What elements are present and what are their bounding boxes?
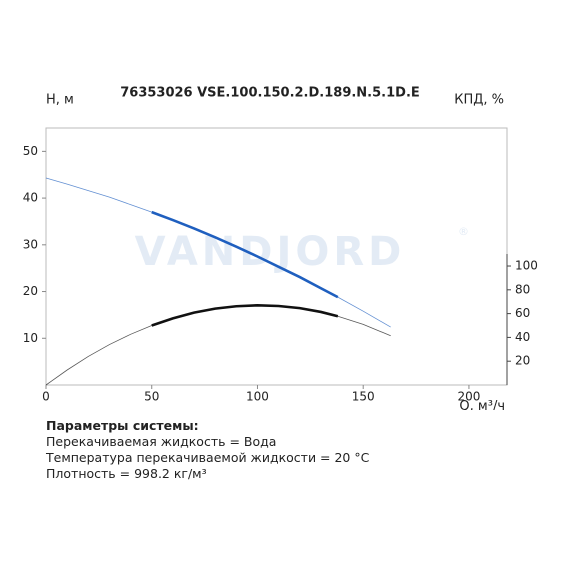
parameter-line: Плотность = 998.2 кг/м³ bbox=[46, 466, 207, 481]
x-tick-label: 50 bbox=[144, 390, 159, 404]
parameter-line: Температура перекачиваемой жидкости = 20… bbox=[46, 450, 370, 465]
parameter-line: Перекачиваемая жидкость = Вода bbox=[46, 434, 277, 449]
y2-tick-label: 60 bbox=[515, 306, 530, 320]
y-axis-label: H, м bbox=[46, 93, 74, 108]
chart: 76353026 VSE.100.150.2.D.189.N.5.1D.E H,… bbox=[23, 86, 538, 415]
parameters-heading: Параметры системы: bbox=[46, 418, 199, 433]
operating-curve bbox=[151, 210, 339, 299]
parameters: Параметры системы: Перекачиваемая жидкос… bbox=[46, 418, 369, 482]
x-tick-label: 0 bbox=[42, 390, 50, 404]
y2-tick-label: 20 bbox=[515, 354, 530, 368]
watermark-mark: ® bbox=[458, 225, 469, 238]
y-tick-label: 20 bbox=[23, 284, 38, 298]
y-tick-label: 10 bbox=[23, 331, 38, 345]
y2-axis-label: КПД, % bbox=[454, 93, 504, 108]
y2-tick-label: 100 bbox=[515, 259, 538, 273]
y-tick-label: 30 bbox=[23, 237, 38, 251]
chart-title: 76353026 VSE.100.150.2.D.189.N.5.1D.E bbox=[120, 86, 420, 101]
curve bbox=[45, 304, 391, 386]
x-tick-label: 150 bbox=[352, 390, 375, 404]
y2-tick-label: 40 bbox=[515, 330, 530, 344]
watermark: VANDJORD bbox=[135, 229, 406, 275]
operating-curve bbox=[151, 303, 339, 327]
y-tick-label: 40 bbox=[23, 191, 38, 205]
x-tick-label: 200 bbox=[457, 390, 480, 404]
y-tick-label: 50 bbox=[23, 144, 38, 158]
y2-tick-label: 80 bbox=[515, 282, 530, 296]
x-tick-label: 100 bbox=[246, 390, 269, 404]
